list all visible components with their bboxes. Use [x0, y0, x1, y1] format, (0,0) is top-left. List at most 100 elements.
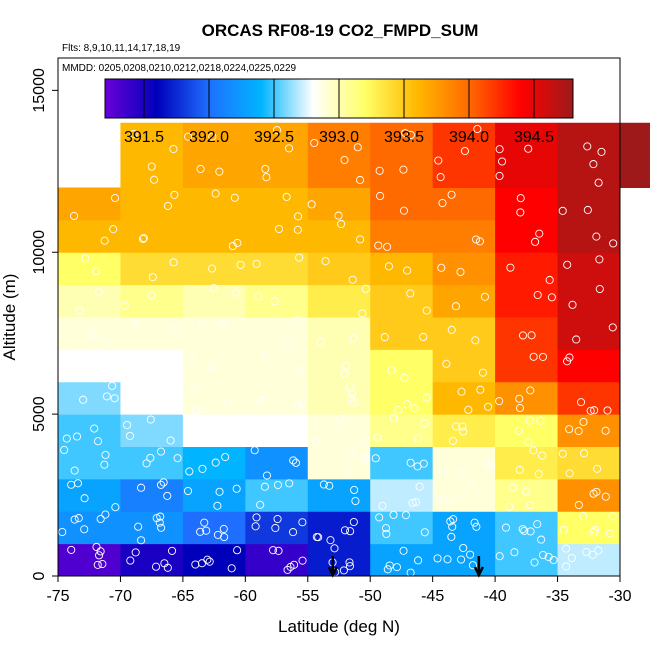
- sample-marker: [138, 234, 148, 244]
- colorbar-tick-label: 391.5: [124, 129, 164, 146]
- sample-marker: [533, 520, 542, 529]
- sample-marker: [147, 162, 156, 171]
- heatmap-cell: [370, 511, 434, 545]
- heatmap-cell: [432, 187, 496, 221]
- sample-marker: [125, 431, 135, 440]
- sample-marker: [72, 432, 82, 441]
- heatmap-cell: [432, 219, 496, 253]
- sample-marker: [586, 406, 595, 415]
- arrow-head: [473, 566, 484, 578]
- sample-marker: [142, 459, 151, 468]
- sample-marker: [108, 381, 117, 390]
- sample-marker: [473, 124, 482, 134]
- sample-marker: [129, 129, 138, 139]
- sample-marker: [92, 267, 101, 276]
- sample-marker: [185, 467, 194, 476]
- sample-marker: [166, 436, 175, 445]
- sample-marker: [470, 518, 479, 527]
- sample-marker: [538, 352, 548, 361]
- sample-marker: [514, 426, 523, 435]
- heatmap-cell: [495, 349, 559, 383]
- heatmap-cell: [120, 543, 184, 577]
- sample-marker: [529, 446, 538, 455]
- x-tick-label: -45: [421, 588, 444, 605]
- sample-marker: [252, 259, 261, 268]
- sample-marker: [191, 560, 200, 569]
- heatmap-cell: [58, 219, 121, 253]
- sample-marker: [160, 559, 169, 568]
- heatmap-cell: [58, 543, 121, 577]
- sample-marker: [295, 366, 304, 375]
- sample-marker: [374, 241, 383, 250]
- heatmap-cell: [495, 446, 559, 480]
- heatmap-cell: [370, 252, 434, 286]
- x-axis-label: Latitude (deg N): [278, 617, 400, 636]
- sample-marker: [515, 404, 525, 413]
- sample-marker: [476, 385, 485, 394]
- heatmap-cell: [432, 155, 496, 188]
- sample-marker: [126, 556, 135, 565]
- sample-marker: [438, 467, 448, 476]
- heatmap-cell: [120, 284, 184, 318]
- sample-marker: [536, 416, 545, 425]
- heatmap-cell: [307, 511, 371, 545]
- heatmap-cell: [370, 446, 434, 480]
- sample-marker: [549, 555, 558, 565]
- heatmap-cell: [557, 317, 621, 350]
- sample-marker: [437, 263, 446, 272]
- sample-marker: [508, 483, 517, 492]
- heatmap-cell: [557, 187, 621, 221]
- sample-marker: [284, 144, 294, 153]
- sample-marker: [438, 198, 447, 208]
- sample-marker: [384, 262, 394, 271]
- heatmap-cell: [245, 478, 309, 512]
- sample-marker: [601, 426, 610, 435]
- sample-marker: [227, 564, 236, 573]
- sample-marker: [136, 394, 145, 403]
- sample-marker: [579, 512, 588, 521]
- sample-marker: [516, 194, 525, 203]
- sample-marker: [262, 471, 272, 480]
- sample-marker: [307, 200, 316, 209]
- x-tick-label: -65: [171, 588, 194, 605]
- heatmap-cell: [245, 284, 309, 318]
- sample-marker: [495, 171, 504, 181]
- sample-marker: [330, 428, 339, 437]
- sample-marker: [197, 405, 206, 414]
- heatmap-cell: [182, 252, 246, 286]
- heatmap-cell: [307, 317, 371, 350]
- heatmap-cell: [182, 446, 246, 480]
- y-tick-label: 5000: [31, 396, 48, 432]
- sample-marker: [399, 546, 408, 555]
- heatmap-cell: [307, 381, 371, 415]
- sample-marker: [589, 528, 598, 537]
- heatmap-cell: [432, 543, 496, 577]
- sample-marker: [58, 527, 67, 537]
- heatmap-cell: [620, 155, 650, 188]
- sample-marker: [559, 525, 568, 534]
- heatmap-cell: [307, 219, 371, 253]
- sample-marker: [460, 146, 469, 156]
- sample-marker: [311, 438, 320, 447]
- sample-marker: [233, 546, 242, 555]
- sample-marker: [209, 284, 219, 293]
- sample-marker: [535, 229, 544, 238]
- sample-marker: [422, 393, 431, 402]
- sample-marker: [601, 492, 610, 501]
- heatmap-cell: [557, 349, 621, 383]
- sample-marker: [478, 368, 487, 377]
- sample-marker: [274, 224, 284, 234]
- sample-marker: [480, 292, 490, 301]
- heatmap-cell: [495, 252, 559, 286]
- sample-marker: [526, 500, 535, 510]
- sample-marker: [123, 420, 132, 430]
- sample-marker: [475, 237, 484, 246]
- heatmap-cell: [495, 543, 559, 577]
- sample-marker: [433, 554, 442, 563]
- sample-marker: [102, 392, 111, 401]
- sample-marker: [297, 397, 306, 406]
- heatmap-cell: [495, 122, 559, 156]
- sample-marker: [382, 529, 391, 538]
- sample-marker: [399, 165, 408, 174]
